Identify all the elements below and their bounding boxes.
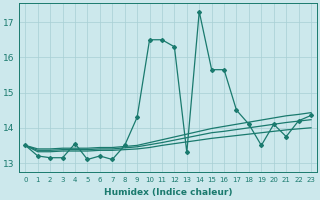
X-axis label: Humidex (Indice chaleur): Humidex (Indice chaleur) [104, 188, 232, 197]
